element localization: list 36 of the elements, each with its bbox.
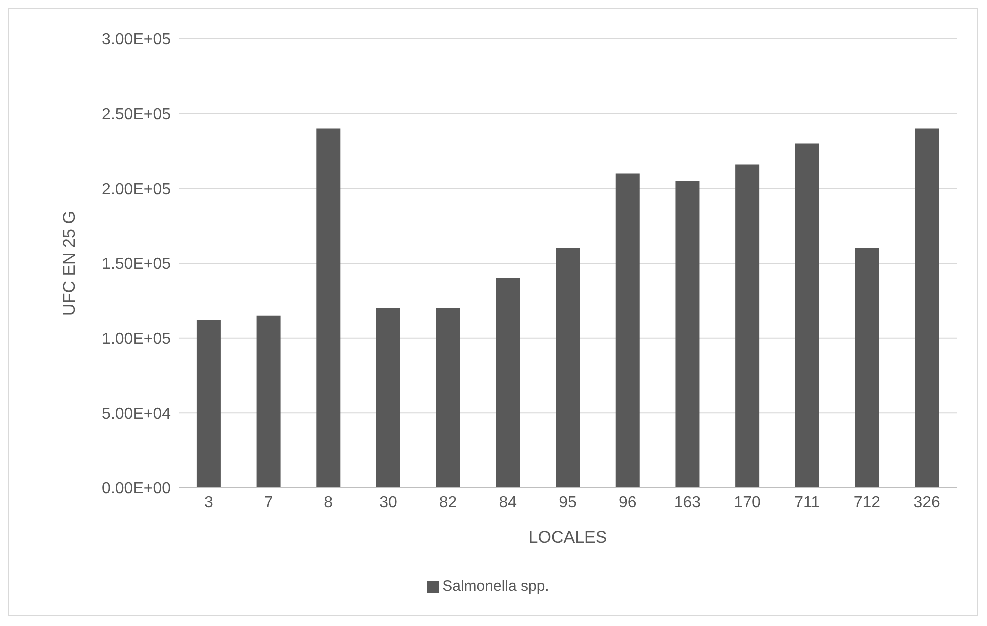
x-tick-label: 30 <box>380 494 398 512</box>
x-axis-title: LOCALES <box>528 528 608 547</box>
y-tick-label: 0.00E+00 <box>102 480 172 498</box>
x-tick-label: 7 <box>264 494 274 512</box>
bar <box>736 164 760 488</box>
bar <box>436 308 460 488</box>
x-tick-label: 82 <box>439 494 458 512</box>
y-tick-label: 1.00E+05 <box>102 331 172 348</box>
y-tick-label: 5.00E+04 <box>102 406 172 423</box>
x-tick-label: 326 <box>914 494 941 512</box>
x-tick-label: 96 <box>618 494 637 512</box>
x-tick-label: 170 <box>734 494 761 512</box>
bar <box>316 128 341 488</box>
y-tick-label: 2.50E+05 <box>102 106 172 124</box>
y-axis-title: UFC EN 25 G <box>60 211 80 316</box>
bar <box>256 316 281 488</box>
y-tick-label: 3.00E+05 <box>102 32 172 49</box>
y-tick-label: 1.50E+05 <box>102 256 172 274</box>
bar <box>616 174 640 488</box>
x-tick-label: 84 <box>499 494 518 512</box>
x-tick-label: 3 <box>204 494 214 512</box>
x-tick-label: 712 <box>854 494 881 512</box>
legend-label: Salmonella spp. <box>442 578 550 595</box>
x-tick-label: 8 <box>324 494 334 512</box>
bar <box>196 320 221 488</box>
y-tick-label: 2.00E+05 <box>102 181 172 198</box>
bar <box>556 248 580 488</box>
bar <box>376 308 400 488</box>
x-tick-label: 711 <box>794 494 820 512</box>
bar <box>795 144 820 488</box>
bar <box>915 128 940 488</box>
bar <box>496 278 520 488</box>
x-tick-label: 95 <box>559 494 577 512</box>
bar <box>855 248 880 488</box>
x-tick-label: 163 <box>674 494 702 512</box>
bar <box>676 181 700 488</box>
